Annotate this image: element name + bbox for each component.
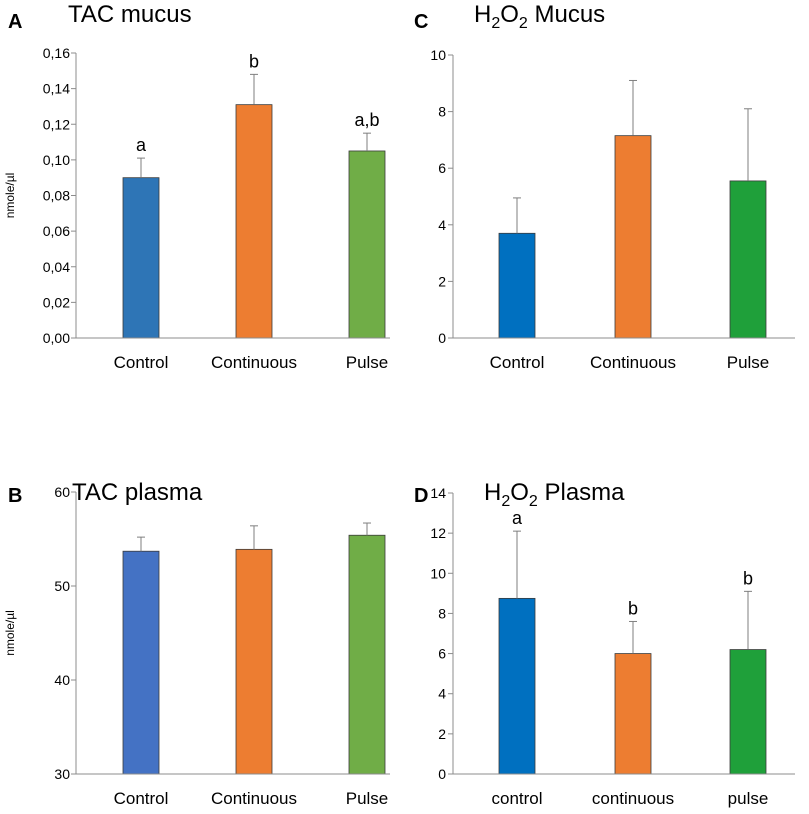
- y-tick-label: 0: [438, 330, 446, 346]
- y-tick-label: 40: [54, 672, 70, 688]
- bar-pulse: [729, 649, 767, 775]
- y-tick-label: 0: [438, 766, 446, 782]
- y-tick-label: 8: [438, 104, 446, 120]
- panel-letter: A: [8, 11, 22, 33]
- y-tick-label: 50: [54, 578, 70, 594]
- y-tick-label: 0,02: [43, 294, 70, 310]
- bar-control: [498, 597, 536, 775]
- chart-panel-d: D H2O2 Plasma 0 2 4 6 8 10 12 14 a control b continuo…: [414, 479, 795, 808]
- y-tick-label: 0,14: [43, 81, 70, 97]
- y-tick-label: 0,16: [43, 45, 70, 61]
- chart-title: H2O2 Plasma: [484, 479, 625, 510]
- significance-label: b: [628, 598, 638, 618]
- y-tick-label: 0,12: [43, 116, 70, 132]
- bar-continuous: [614, 653, 652, 775]
- panel-letter: D: [414, 485, 428, 507]
- chart-panel-c: C H2O2 Mucus 0 2 4 6 8 10 Control Continuous Pulse: [414, 1, 795, 372]
- significance-label: a: [512, 508, 523, 528]
- significance-label: b: [743, 568, 753, 588]
- x-category-label: Continuous: [590, 353, 676, 372]
- y-tick-label: 0,04: [43, 259, 70, 275]
- significance-label: a: [136, 135, 147, 155]
- x-category-label: Continuous: [211, 789, 297, 808]
- y-tick-label: 12: [430, 525, 446, 541]
- x-category-label: Control: [114, 353, 169, 372]
- y-tick-label: 10: [430, 565, 446, 581]
- chart-panel-b: B TAC plasma nmole/µl 30 40 50 60 Control Contin…: [3, 479, 390, 808]
- chart-title: H2O2 Mucus: [474, 1, 605, 32]
- y-tick-label: 30: [54, 766, 70, 782]
- y-tick-label: 2: [438, 273, 446, 289]
- x-category-label: control: [491, 789, 542, 808]
- bar-control: [498, 232, 536, 339]
- chart-title: TAC mucus: [68, 1, 192, 28]
- bar-continuous: [235, 548, 273, 775]
- y-axis-label: nmole/µl: [3, 173, 17, 219]
- bar-pulse: [729, 180, 767, 339]
- y-tick-label: 6: [438, 646, 446, 662]
- x-category-label: Pulse: [346, 789, 389, 808]
- significance-label: a,b: [354, 110, 379, 130]
- y-tick-label: 4: [438, 686, 446, 702]
- x-category-label: Pulse: [727, 353, 770, 372]
- bar-control: [122, 550, 160, 775]
- x-category-label: Control: [114, 789, 169, 808]
- bar-pulse: [348, 150, 386, 339]
- bar-control: [122, 177, 160, 339]
- panel-letter: C: [414, 11, 428, 33]
- chart-title: TAC plasma: [72, 479, 203, 506]
- y-tick-label: 4: [438, 217, 446, 233]
- bar-continuous: [614, 135, 652, 339]
- significance-label: b: [249, 51, 259, 71]
- y-axis-label: nmole/µl: [3, 610, 17, 656]
- y-tick-label: 0,10: [43, 152, 70, 168]
- x-category-label: Control: [490, 353, 545, 372]
- x-category-label: pulse: [728, 789, 769, 808]
- y-tick-label: 0,08: [43, 188, 70, 204]
- bar-pulse: [348, 534, 386, 775]
- y-tick-label: 14: [430, 485, 446, 501]
- bar-continuous: [235, 104, 273, 339]
- y-tick-label: 60: [54, 484, 70, 500]
- y-tick-label: 0,00: [43, 330, 70, 346]
- y-tick-label: 0,06: [43, 223, 70, 239]
- x-category-label: Continuous: [211, 353, 297, 372]
- y-tick-label: 2: [438, 726, 446, 742]
- panel-letter: B: [8, 485, 22, 507]
- y-tick-label: 8: [438, 605, 446, 621]
- x-category-label: continuous: [592, 789, 674, 808]
- chart-panel-a: A TAC mucus nmole/µl 0,00 0,02 0,04 0,06 0,08 0,…: [3, 1, 390, 372]
- x-category-label: Pulse: [346, 353, 389, 372]
- y-tick-label: 6: [438, 160, 446, 176]
- y-tick-label: 10: [430, 47, 446, 63]
